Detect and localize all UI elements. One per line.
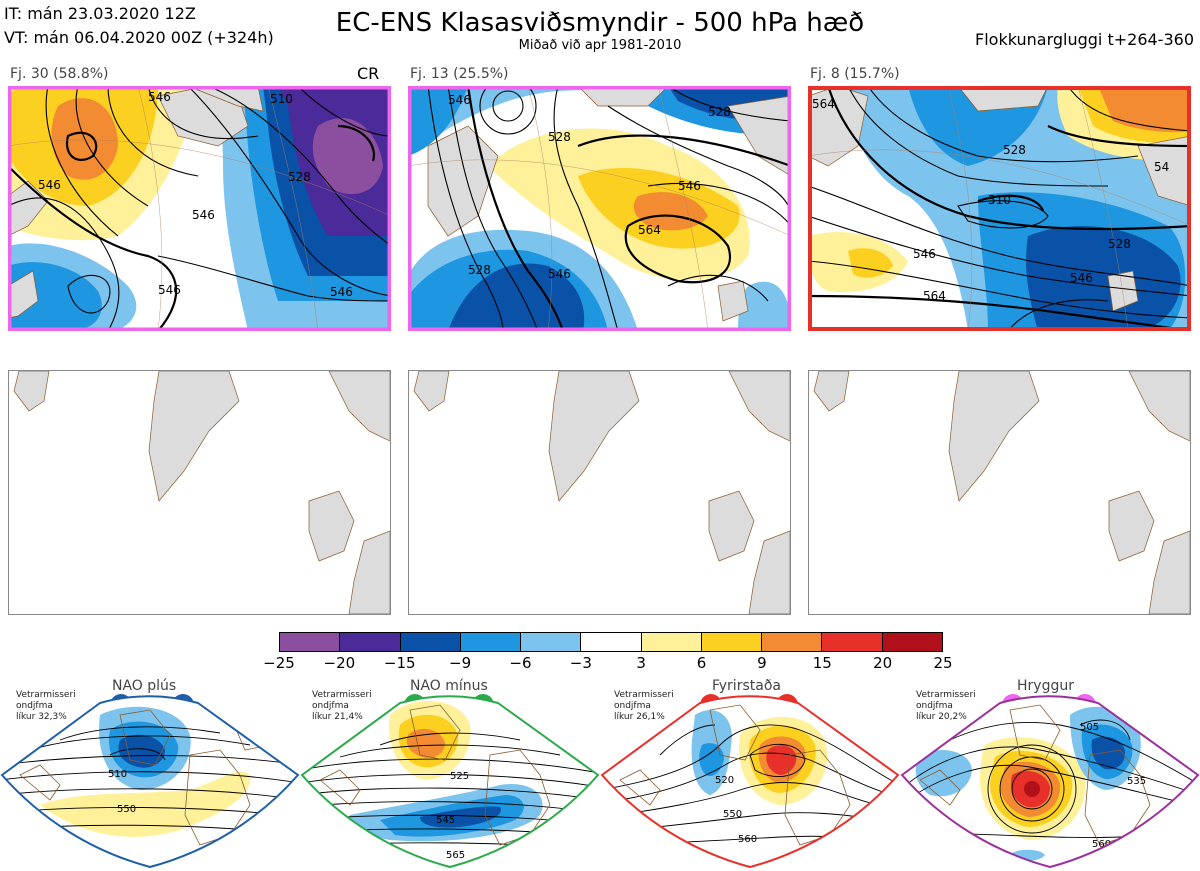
regime-map-2: 525 545 565 (300, 695, 600, 869)
contour-label: 560 (1092, 839, 1111, 850)
colorbar: −25 −20 −15 −9 −6 −3 3 6 9 15 20 25 (263, 632, 953, 672)
contour-label: 510 (108, 769, 127, 780)
cluster-frame (808, 86, 1191, 331)
colorbar-ticks: −25 −20 −15 −9 −6 −3 3 6 9 15 20 25 (263, 654, 952, 672)
contour-label: 510 (270, 92, 293, 106)
colorbar-tick-label: −9 (449, 654, 472, 672)
contour-label: 545 (436, 815, 455, 826)
contour-label: 528 (1108, 237, 1131, 251)
cluster-label-3: Fj. 8 (15.7%) (810, 66, 900, 82)
colorbar-tick-label: 9 (757, 654, 767, 672)
contour-label: 546 (913, 247, 936, 261)
contour-label: 528 (548, 130, 571, 144)
colorbar-tick-label: 6 (696, 654, 707, 672)
colorbar-swatch (581, 633, 642, 651)
empty-map-3 (808, 370, 1191, 615)
contour-label: 528 (468, 263, 491, 277)
contour-label: 546 (548, 267, 571, 281)
colorbar-swatch (460, 633, 522, 651)
contour-label: 546 (1070, 271, 1093, 285)
contour-label: 546 (192, 208, 215, 222)
colorbar-swatch (641, 633, 702, 651)
page-title: EC-ENS Klasasviðsmyndir - 500 hPa hæð (335, 8, 865, 38)
regime-info-2: Vetrarmisseri ondjfma líkur 21,4% (312, 690, 372, 722)
classification-window: Flokkunargluggi t+264-360 (975, 30, 1194, 49)
contour-label: 528 (288, 170, 311, 184)
regime-name-4: Hryggur (1017, 678, 1074, 694)
colorbar-swatch (822, 633, 883, 651)
colorbar-swatch (762, 633, 823, 651)
empty-map-1 (8, 370, 391, 615)
colorbar-swatch (882, 633, 942, 651)
page-subtitle: Miðað við apr 1981-2010 (518, 38, 682, 53)
contour-label: 564 (812, 97, 835, 111)
cluster-frame (408, 86, 791, 331)
regime-map-4: 505 535 560 (900, 695, 1200, 869)
regime-info-3: Vetrarmisseri ondjfma líkur 26,1% (614, 690, 674, 722)
colorbar-tick-label: −6 (509, 654, 532, 672)
empty-map-2 (408, 370, 791, 615)
colorbar-tick-label: −25 (263, 654, 295, 672)
contour-label: 528 (708, 105, 731, 119)
colorbar-tick-label: −15 (383, 654, 416, 672)
contour-label: 528 (1003, 143, 1026, 157)
cluster-frame (8, 86, 391, 331)
initial-time: IT: mán 23.03.2020 12Z (4, 4, 196, 23)
colorbar-tick-label: −20 (323, 654, 356, 672)
contour-label: 505 (1080, 722, 1099, 733)
cluster-label-2: Fj. 13 (25.5%) (410, 66, 509, 82)
colorbar-tick-label: 3 (636, 654, 646, 672)
cluster-tag-1: CR (357, 64, 380, 83)
contour-label: 550 (723, 809, 742, 820)
regime-map-1: 510 550 (0, 695, 300, 869)
contour-label: 564 (923, 289, 946, 303)
contour-label: 520 (715, 775, 734, 786)
regime-info-4: Vetrarmisseri ondjfma líkur 20,2% (916, 690, 976, 722)
contour-label: 535 (1127, 776, 1146, 787)
cluster-map-1: 546 510 528 546 546 546 546 (8, 86, 391, 331)
colorbar-swatch (340, 633, 401, 651)
regime-map-3: 520 550 560 (600, 695, 900, 869)
regime-name-3: Fyrirstaða (712, 678, 781, 694)
contour-label: 546 (678, 179, 701, 193)
cluster-map-3: 564 528 510 546 564 528 546 54 (808, 86, 1191, 331)
regime-info-1: Vetrarmisseri ondjfma líkur 32,3% (16, 690, 76, 722)
contour-label: 510 (988, 193, 1011, 207)
regime-name-1: NAO plús (112, 678, 177, 694)
contour-label: 546 (38, 178, 61, 192)
contour-label: 565 (446, 850, 465, 861)
valid-time: VT: mán 06.04.2020 00Z (+324h) (4, 28, 274, 47)
colorbar-boxes (279, 632, 943, 652)
colorbar-tick-label: 25 (933, 654, 953, 672)
regime-name-2: NAO mínus (410, 678, 488, 694)
colorbar-swatch (701, 633, 763, 651)
contour-label: 546 (148, 90, 171, 104)
colorbar-swatch (521, 633, 582, 651)
contour-label: 564 (638, 223, 661, 237)
colorbar-tick-label: 20 (873, 654, 893, 672)
contour-label: 546 (330, 285, 353, 299)
colorbar-tick-label: 15 (812, 654, 832, 672)
cluster-label-1: Fj. 30 (58.8%) (10, 66, 109, 82)
contour-label: 546 (158, 283, 181, 297)
colorbar-swatch (400, 633, 461, 651)
colorbar-tick-label: −3 (569, 654, 592, 672)
contour-label: 550 (117, 804, 136, 815)
contour-label: 546 (448, 93, 471, 107)
contour-label: 54 (1154, 160, 1169, 174)
contour-label: 560 (738, 834, 757, 845)
colorbar-swatch (280, 633, 341, 651)
contour-label: 525 (450, 771, 469, 782)
cluster-map-2: 546 528 546 564 528 528 546 (408, 86, 791, 331)
